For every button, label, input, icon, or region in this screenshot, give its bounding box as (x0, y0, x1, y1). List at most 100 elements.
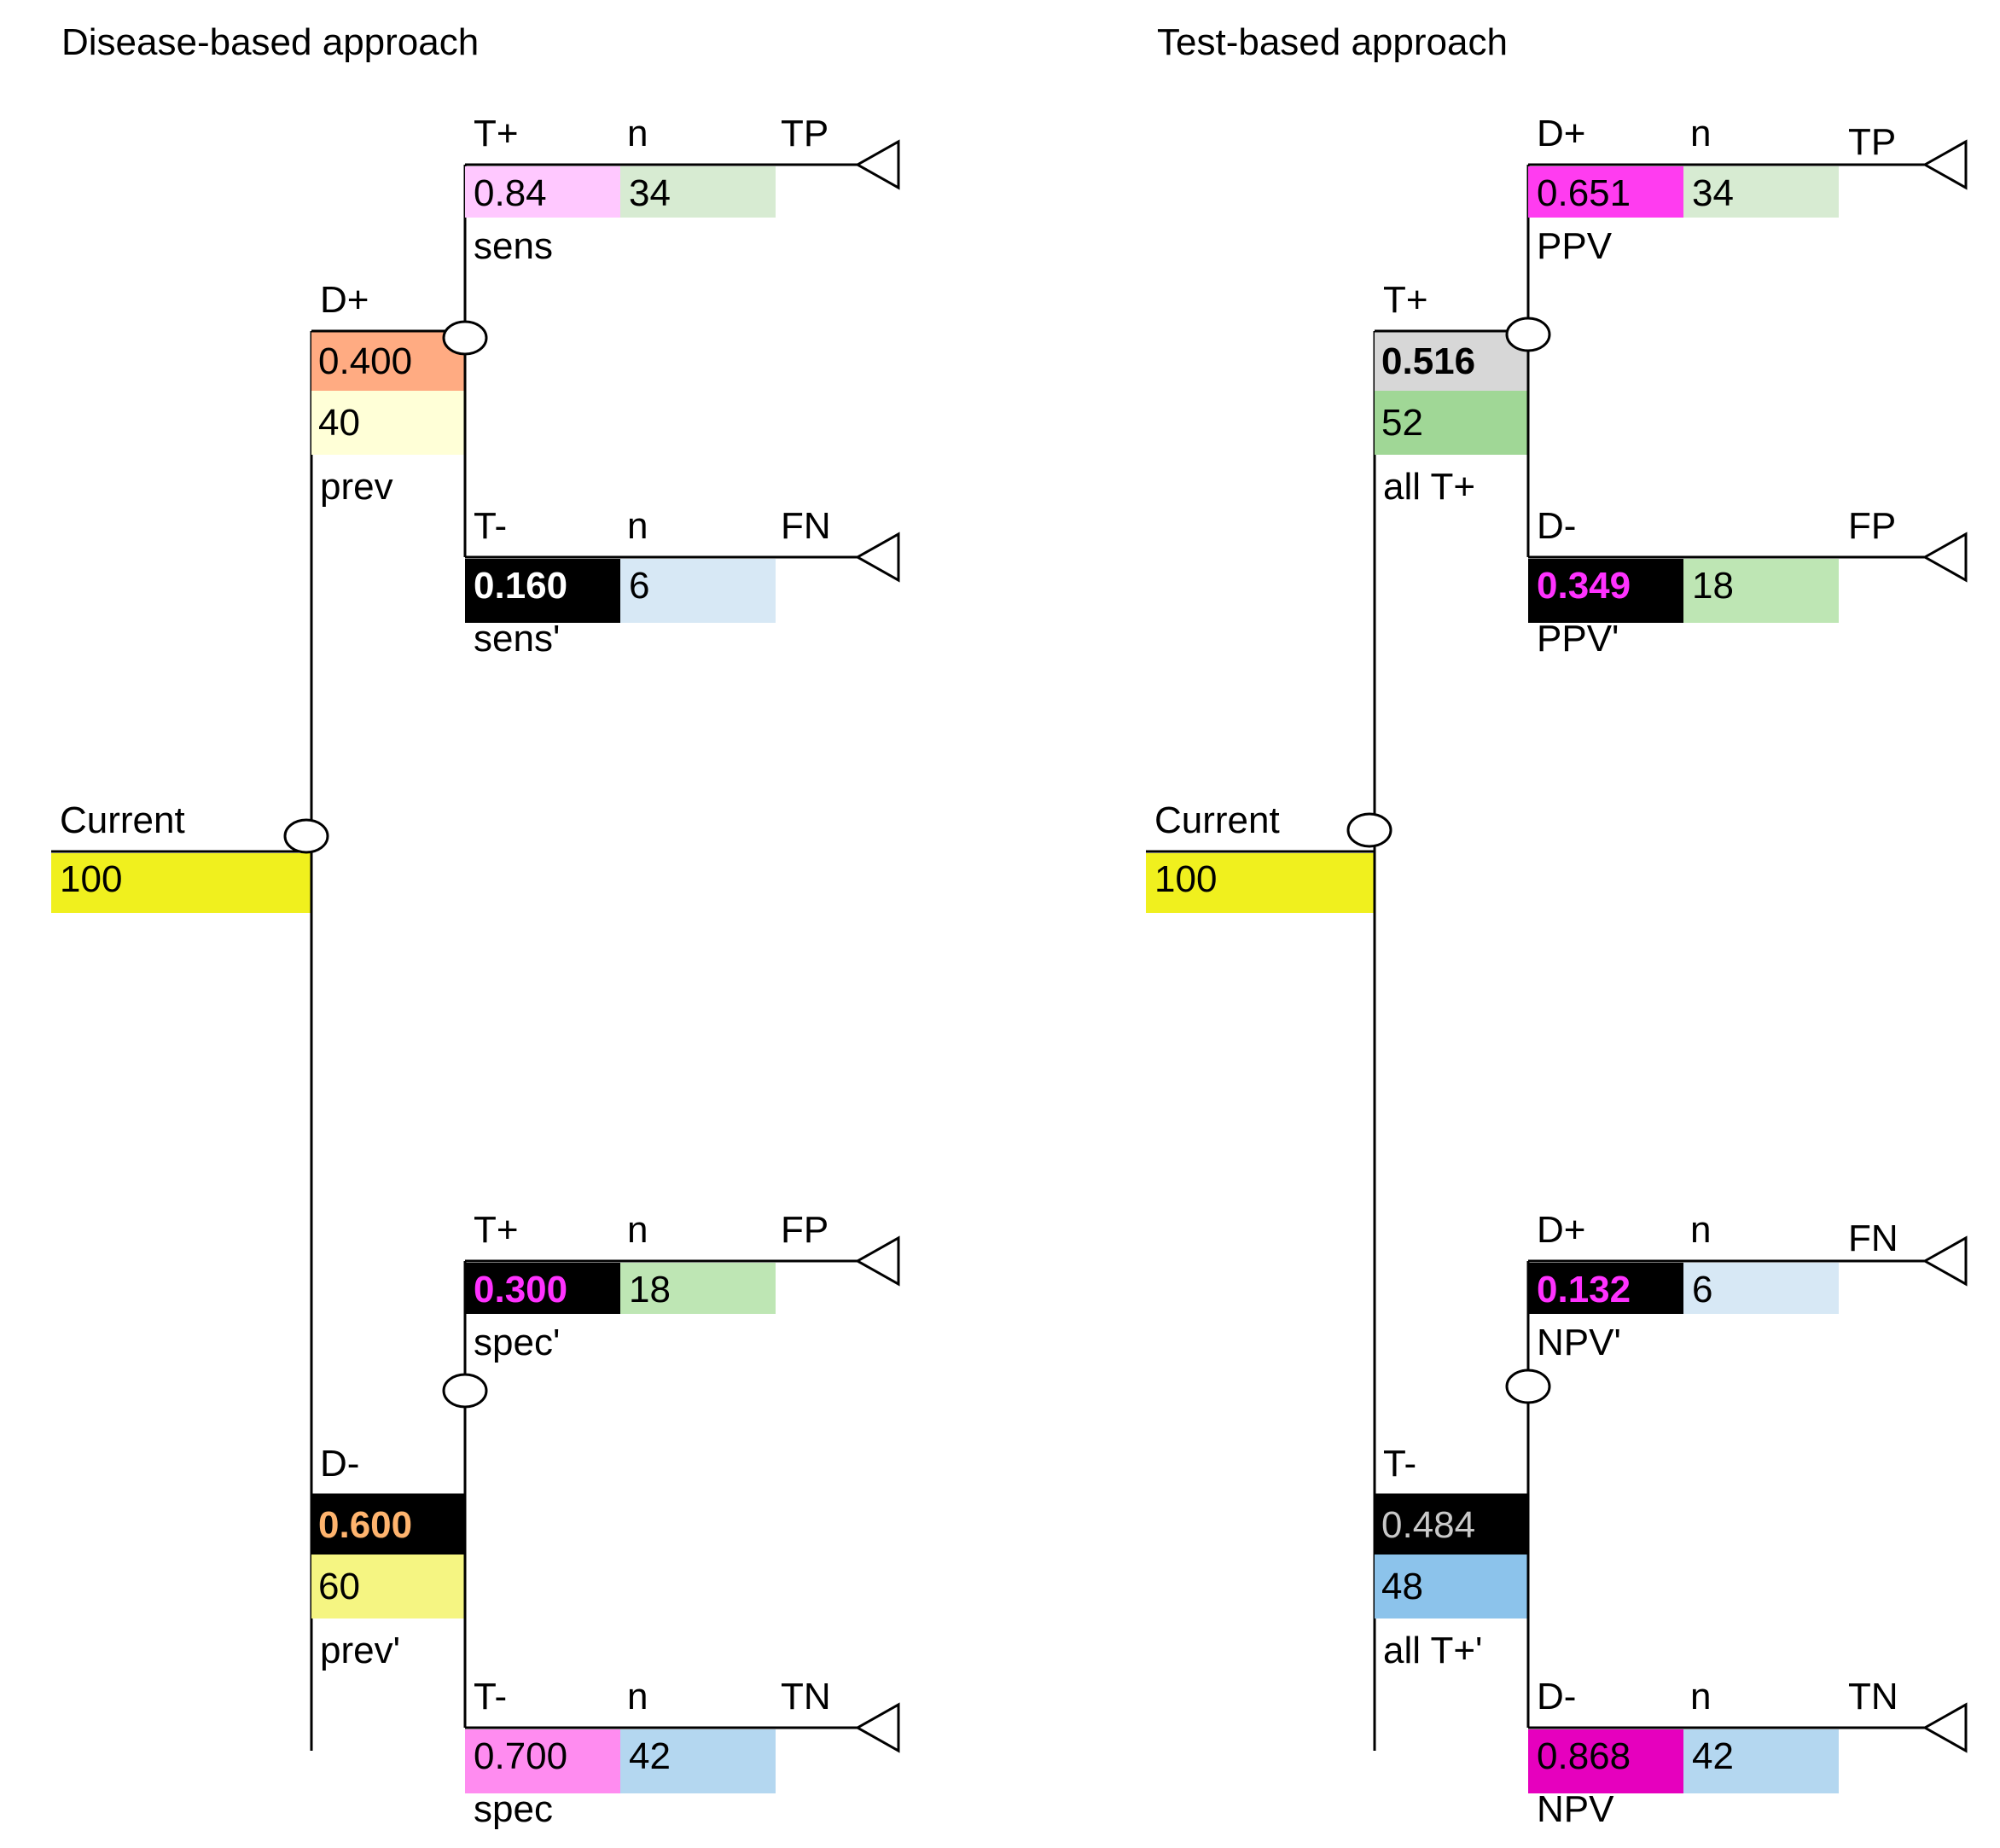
chance-node (1505, 317, 1551, 352)
branch-count-box (311, 391, 465, 455)
leaf-prob-box (1528, 559, 1683, 623)
leaf-prob: 0.349 (1537, 565, 1631, 607)
branch-foot: prev (320, 466, 393, 508)
branch-prob-box (311, 1495, 465, 1555)
leaf-foot: NPV' (1537, 1322, 1621, 1363)
branch-count: 48 (1381, 1566, 1423, 1607)
leaf-foot: spec' (474, 1322, 560, 1363)
tree-title: Disease-based approach (61, 21, 479, 63)
leaf-prob: 0.300 (474, 1269, 567, 1310)
leaf-count: 6 (629, 565, 649, 607)
leaf-prob: 0.132 (1537, 1269, 1631, 1310)
root-value-box (51, 853, 311, 913)
leaf-n-label: n (627, 1676, 648, 1717)
branch-head: T- (1383, 1443, 1416, 1485)
branch-count: 40 (318, 402, 360, 444)
branch-prob: 0.400 (318, 340, 412, 382)
branch-prob: 0.516 (1381, 340, 1475, 382)
leaf-prob: 0.84 (474, 172, 547, 214)
leaf-n-label: n (1690, 113, 1711, 154)
leaf-count-box (620, 1729, 776, 1793)
leaf-prob: 0.651 (1537, 172, 1631, 214)
branch-foot: all T+ (1383, 466, 1475, 508)
leaf-count-box (620, 1263, 776, 1314)
leaf-outcome: TP (781, 113, 828, 154)
branch-prob-box (311, 331, 465, 391)
leaf-prob-box (465, 559, 620, 623)
chance-node (442, 320, 488, 356)
chance-node (1505, 1369, 1551, 1404)
leaf-foot: sens (474, 225, 553, 267)
chance-node (1346, 812, 1392, 848)
terminal-node (854, 532, 900, 583)
leaf-count-box (620, 559, 776, 623)
terminal-node (1922, 1235, 1968, 1287)
leaf-count: 42 (629, 1735, 671, 1777)
branch-count-box (311, 1555, 465, 1618)
terminal-node (1922, 139, 1968, 190)
root-value-box (1146, 853, 1375, 913)
leaf-count: 34 (629, 172, 671, 214)
branch-head: T+ (1383, 279, 1428, 321)
leaf-foot: sens' (474, 618, 560, 660)
leaf-count: 6 (1692, 1269, 1712, 1310)
branch-prob-box (1375, 1495, 1528, 1555)
leaf-outcome: TP (1848, 121, 1896, 163)
branch-foot: prev' (320, 1630, 400, 1671)
leaf-count-box (1683, 1729, 1839, 1793)
branch-count: 52 (1381, 402, 1423, 444)
leaf-prob: 0.868 (1537, 1735, 1631, 1777)
leaf-head: D+ (1537, 113, 1585, 154)
leaf-count-box (620, 166, 776, 218)
leaf-head: D- (1537, 1676, 1576, 1717)
terminal-node (854, 1235, 900, 1287)
terminal-node (854, 1702, 900, 1753)
leaf-count: 34 (1692, 172, 1734, 214)
leaf-count: 18 (629, 1269, 671, 1310)
leaf-foot: spec (474, 1788, 553, 1830)
leaf-head: T+ (474, 1209, 519, 1251)
branch-count-box (1375, 1555, 1528, 1618)
leaf-head: T- (474, 1676, 507, 1717)
tree-title: Test-based approach (1157, 21, 1508, 63)
leaf-count: 18 (1692, 565, 1734, 607)
branch-prob: 0.484 (1381, 1504, 1475, 1546)
leaf-count-box (1683, 1263, 1839, 1314)
leaf-outcome: FN (1848, 1217, 1898, 1259)
root-value: 100 (1154, 858, 1217, 900)
terminal-node (1922, 1702, 1968, 1753)
leaf-prob-box (465, 1729, 620, 1793)
leaf-n-label: n (1690, 1676, 1711, 1717)
root-value: 100 (60, 858, 122, 900)
leaf-head: D+ (1537, 1209, 1585, 1251)
leaf-prob-box (465, 1263, 620, 1314)
leaf-outcome: TN (781, 1676, 831, 1717)
leaf-outcome: FP (781, 1209, 828, 1251)
leaf-head: T+ (474, 113, 519, 154)
root-label: Current (1154, 799, 1280, 841)
leaf-n-label: n (627, 505, 648, 547)
leaf-n-label: n (1690, 1209, 1711, 1251)
leaf-prob-box (465, 166, 620, 218)
leaf-count-box (1683, 166, 1839, 218)
leaf-outcome: TN (1848, 1676, 1898, 1717)
branch-prob: 0.600 (318, 1504, 412, 1546)
leaf-prob: 0.700 (474, 1735, 567, 1777)
leaf-prob-box (1528, 1263, 1683, 1314)
leaf-outcome: FN (781, 505, 831, 547)
leaf-n-label: n (627, 1209, 648, 1251)
leaf-count: 42 (1692, 1735, 1734, 1777)
branch-count-box (1375, 391, 1528, 455)
leaf-count-box (1683, 559, 1839, 623)
branch-foot: all T+' (1383, 1630, 1482, 1671)
branch-head: D- (320, 1443, 359, 1485)
terminal-node (1922, 532, 1968, 583)
leaf-prob: 0.160 (474, 565, 567, 607)
leaf-foot: PPV (1537, 225, 1613, 267)
branch-prob-box (1375, 331, 1528, 391)
leaf-head: D- (1537, 505, 1576, 547)
terminal-node (854, 139, 900, 190)
leaf-foot: NPV (1537, 1788, 1614, 1830)
leaf-foot: PPV' (1537, 618, 1619, 660)
